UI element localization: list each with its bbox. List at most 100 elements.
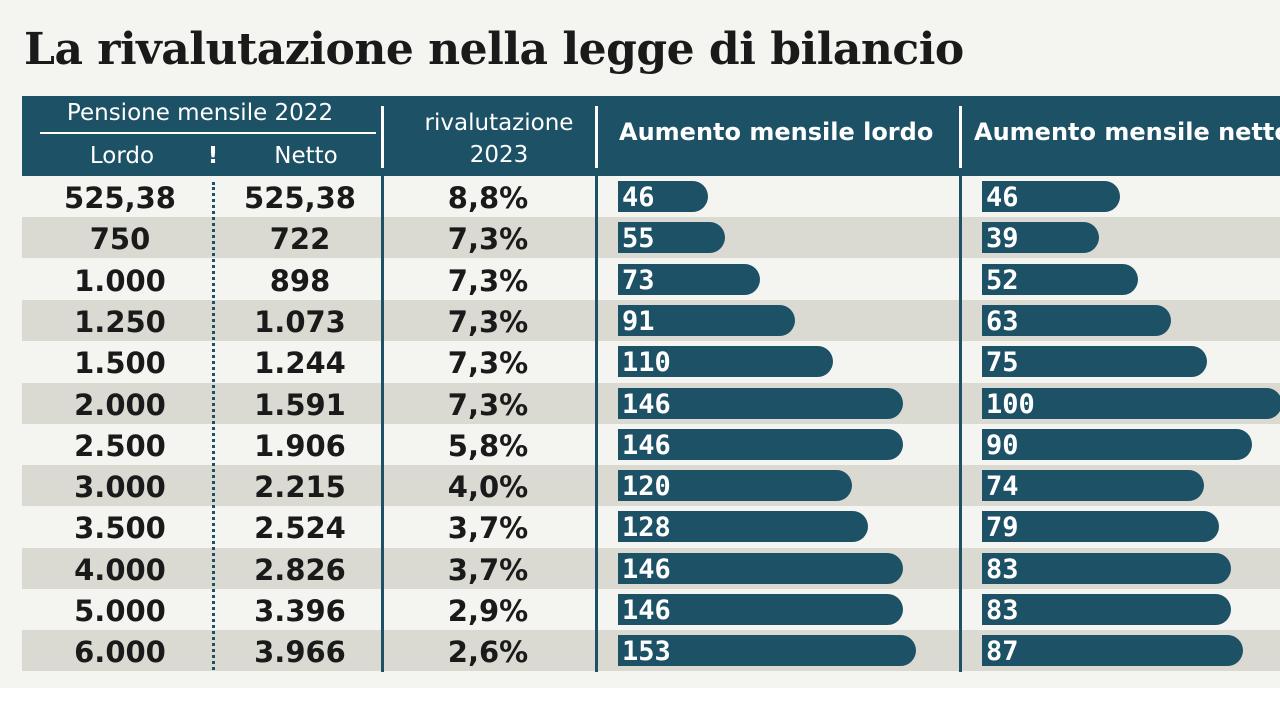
cell-netto: 2.826 xyxy=(254,552,346,587)
bar-aumento-lordo-label: 120 xyxy=(622,471,671,503)
bar-aumento-lordo-label: 46 xyxy=(622,182,655,213)
cell-netto: 722 xyxy=(269,222,331,257)
cell-rivalutazione: 2,6% xyxy=(447,635,529,670)
bottom-strip xyxy=(0,688,1280,703)
cell-lordo: 5.000 xyxy=(74,594,166,628)
table-row: 750 722 7,3% 55 39 xyxy=(22,217,1280,259)
table-row: 1.500 1.244 7,3% 110 75 xyxy=(22,341,1280,382)
bar-aumento-lordo-label: 91 xyxy=(622,305,655,337)
cell-netto: 1.591 xyxy=(254,387,346,422)
bar-aumento-lordo: 91 xyxy=(618,304,795,337)
cell-netto: 2.215 xyxy=(254,470,346,505)
cell-netto: 525,38 xyxy=(244,181,356,215)
cell-rivalutazione: 7,3% xyxy=(447,304,529,339)
bar-aumento-lordo: 146 xyxy=(618,387,903,420)
cell-lordo: 1.500 xyxy=(74,346,166,381)
bar-aumento-lordo: 146 xyxy=(618,594,903,626)
cell-lordo: 2.500 xyxy=(74,428,166,463)
cell-lordo: 3.000 xyxy=(74,470,166,505)
bar-aumento-lordo: 110 xyxy=(618,346,833,379)
header-marker: ! xyxy=(207,143,219,169)
cell-rivalutazione: 7,3% xyxy=(447,387,529,422)
cell-rivalutazione: 8,8% xyxy=(447,181,529,215)
header-pensione-mensile: Pensione mensile 2022 xyxy=(66,100,334,126)
bar-aumento-netto-label: 74 xyxy=(986,471,1019,503)
bar-aumento-netto-label: 46 xyxy=(986,182,1019,213)
bar-aumento-lordo: 146 xyxy=(618,428,903,461)
header-underline xyxy=(40,132,376,134)
cell-lordo: 750 xyxy=(89,222,151,257)
table-row: 2.500 1.906 5,8% 146 90 xyxy=(22,424,1280,465)
cell-lordo: 2.000 xyxy=(74,387,166,422)
bar-aumento-lordo: 153 xyxy=(618,635,916,667)
bar-aumento-netto: 79 xyxy=(982,511,1219,544)
bar-aumento-netto: 46 xyxy=(982,181,1120,213)
cell-lordo: 6.000 xyxy=(74,635,166,670)
table-row: 5.000 3.396 2,9% 146 83 xyxy=(22,589,1280,630)
bar-aumento-netto: 87 xyxy=(982,635,1243,668)
bar-aumento-lordo-label: 146 xyxy=(622,553,671,585)
header-netto: Netto xyxy=(274,143,338,169)
table-row: 525,38 525,38 8,8% 46 46 xyxy=(22,176,1280,217)
bar-aumento-netto: 83 xyxy=(982,594,1231,626)
bar-aumento-lordo-label: 73 xyxy=(622,264,655,296)
bar-aumento-netto: 63 xyxy=(982,304,1171,337)
bar-aumento-lordo-label: 128 xyxy=(622,512,671,544)
cell-lordo: 3.500 xyxy=(74,511,166,546)
bar-aumento-netto-label: 100 xyxy=(986,388,1035,420)
bar-aumento-lordo: 146 xyxy=(618,552,903,585)
header-divider-2 xyxy=(595,106,598,168)
cell-rivalutazione: 7,3% xyxy=(447,346,529,381)
bar-aumento-lordo: 46 xyxy=(618,181,708,213)
bar-aumento-netto: 74 xyxy=(982,470,1204,503)
header-aumento-netto: Aumento mensile netto xyxy=(974,118,1280,146)
bar-aumento-lordo-label: 110 xyxy=(622,347,671,379)
bar-aumento-netto-label: 90 xyxy=(986,429,1019,461)
table-header: Pensione mensile 2022 Lordo ! Netto riva… xyxy=(22,96,1280,176)
bar-aumento-netto-label: 87 xyxy=(986,636,1019,668)
header-divider-1 xyxy=(381,106,384,168)
bar-aumento-netto: 90 xyxy=(982,428,1252,461)
bar-aumento-netto: 100 xyxy=(982,387,1280,420)
table-row: 6.000 3.966 2,6% 153 87 xyxy=(22,630,1280,672)
table-row: 1.250 1.073 7,3% 91 63 xyxy=(22,299,1280,341)
chart-title: La rivalutazione nella legge di bilancio xyxy=(24,24,964,75)
cell-rivalutazione: 2,9% xyxy=(447,594,529,628)
cell-rivalutazione: 7,3% xyxy=(447,263,529,298)
table-row: 4.000 2.826 3,7% 146 83 xyxy=(22,547,1280,589)
bar-aumento-lordo-label: 55 xyxy=(622,223,655,255)
header-divider-3 xyxy=(959,106,962,168)
cell-netto: 3.966 xyxy=(254,635,346,670)
cell-rivalutazione: 4,0% xyxy=(447,470,529,505)
cell-netto: 2.524 xyxy=(254,511,346,546)
bar-aumento-netto-label: 63 xyxy=(986,305,1019,337)
table-row: 3.000 2.215 4,0% 120 74 xyxy=(22,465,1280,507)
cell-rivalutazione: 7,3% xyxy=(447,222,529,257)
cell-rivalutazione: 5,8% xyxy=(447,428,529,463)
bar-aumento-netto-label: 39 xyxy=(986,223,1019,255)
bar-aumento-netto-label: 52 xyxy=(986,264,1019,296)
cell-netto: 1.906 xyxy=(254,428,346,463)
cell-rivalutazione: 3,7% xyxy=(447,552,529,587)
bar-aumento-netto-label: 79 xyxy=(986,512,1019,544)
dotted-separator xyxy=(212,182,215,670)
cell-netto: 1.073 xyxy=(254,304,346,339)
header-rivalutazione-year: 2023 xyxy=(469,142,529,168)
cell-lordo: 525,38 xyxy=(64,181,176,215)
header-lordo: Lordo xyxy=(89,143,155,169)
cell-lordo: 4.000 xyxy=(74,552,166,587)
table-body: 525,38 525,38 8,8% 46 46 750 722 7,3% 55 39 1.000 8… xyxy=(22,176,1280,672)
header-rivalutazione: rivalutazione xyxy=(424,110,574,136)
column-separator-3 xyxy=(959,176,962,672)
bar-aumento-lordo: 120 xyxy=(618,470,852,503)
bar-aumento-netto: 83 xyxy=(982,552,1231,585)
column-separator-1 xyxy=(381,176,384,672)
bar-aumento-netto-label: 75 xyxy=(986,347,1019,379)
cell-lordo: 1.000 xyxy=(74,263,166,298)
cell-netto: 1.244 xyxy=(254,346,346,381)
cell-netto: 898 xyxy=(269,263,331,298)
bar-aumento-lordo-label: 146 xyxy=(622,595,671,626)
bar-aumento-lordo: 128 xyxy=(618,511,868,544)
bar-aumento-lordo: 73 xyxy=(618,263,760,296)
cell-rivalutazione: 3,7% xyxy=(447,511,529,546)
